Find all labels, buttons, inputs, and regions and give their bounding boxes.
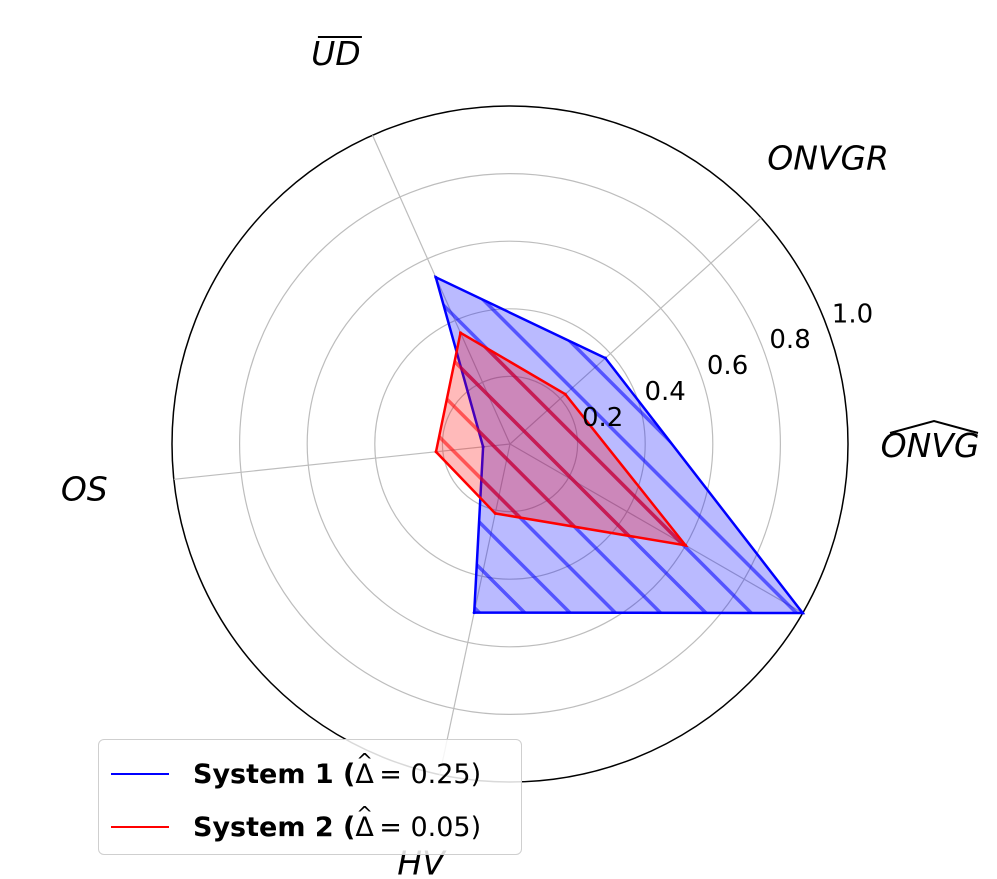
- series-2-hatch: [436, 332, 686, 546]
- series-2-point-2: [459, 331, 463, 335]
- legend: System 1 (Δ ^ = 0.25) System 2 (Δ ^ = 0.05): [98, 739, 522, 855]
- axis-label-onvgr: ONVGR: [767, 139, 889, 178]
- series-1-point-1: [603, 356, 607, 360]
- r-tick-label-3: 0.8: [769, 325, 810, 355]
- series-1-point-4: [472, 611, 476, 615]
- legend-label-series-1: System 1 (Δ ^ = 0.25): [193, 748, 482, 790]
- axis-label-onvg: ONVG: [881, 426, 980, 465]
- r-tick-label-4: 1.0: [832, 299, 873, 329]
- series-1-point-2: [434, 275, 438, 279]
- series-2-point-3: [434, 450, 438, 454]
- radial-tick-labels: 0.2 0.4 0.6 0.8 1.0: [582, 299, 873, 432]
- series-1-point-0: [801, 611, 805, 615]
- radar-series: [433, 274, 806, 615]
- legend-label-series-2: System 2 (Δ ^ = 0.05): [193, 801, 482, 843]
- legend-item-series-2: System 2 (Δ ^ = 0.05): [99, 801, 482, 847]
- series-2-point-1: [563, 392, 567, 396]
- axis-label-ud: UD: [311, 34, 361, 73]
- series-2-point-4: [493, 511, 497, 515]
- axis-label-os: OS: [61, 470, 108, 509]
- r-tick-label-1: 0.4: [645, 377, 686, 407]
- r-tick-label-0: 0.2: [582, 403, 623, 433]
- legend-item-series-1: System 1 (Δ ^ = 0.25): [99, 748, 482, 794]
- legend-swatch-series-1: [111, 773, 169, 775]
- series-1-hatch: [435, 277, 803, 613]
- r-tick-label-2: 0.6: [707, 351, 748, 381]
- axis-label-hat-0: [889, 419, 979, 434]
- grid-circle-2: [306, 240, 714, 648]
- series-2-point-0: [684, 543, 688, 547]
- legend-swatch-series-2: [111, 826, 169, 828]
- grid-circle-3: [239, 173, 781, 715]
- series-2-line: [434, 330, 689, 548]
